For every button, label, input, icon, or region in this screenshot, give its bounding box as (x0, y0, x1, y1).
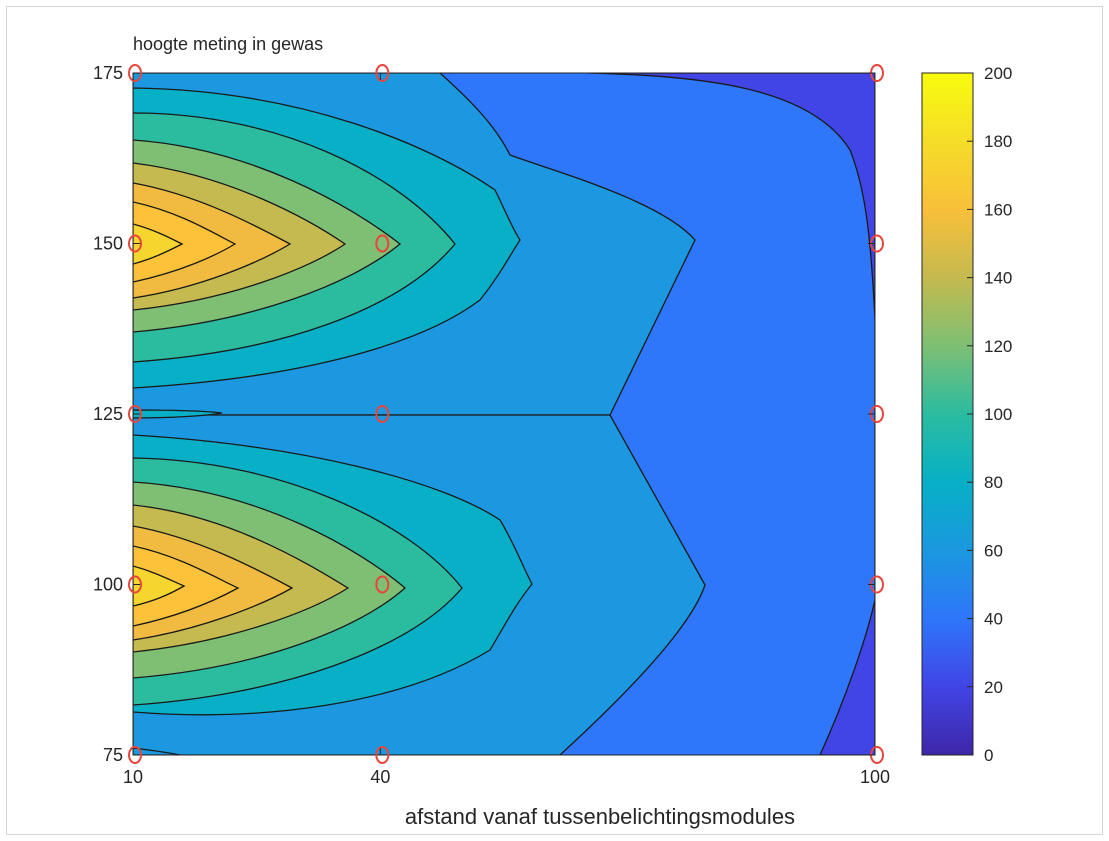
y-axis-ticks: 75 100 125 150 175 (93, 63, 875, 765)
x-tick-label: 10 (123, 767, 143, 787)
colorbar-ticks: 0 20 40 60 80 100 120 140 160 180 200 (967, 64, 1012, 765)
colorbar-tick-label: 140 (984, 269, 1012, 288)
contour-sliver-125 (133, 409, 223, 419)
colorbar-tick-label: 120 (984, 337, 1012, 356)
y-tick-label: 150 (93, 234, 123, 254)
colorbar-tick-label: 180 (984, 132, 1012, 151)
y-tick-label: 175 (93, 63, 123, 83)
measurement-point (128, 405, 142, 423)
colorbar-tick-label: 20 (984, 678, 1003, 697)
x-tick-label: 40 (370, 767, 390, 787)
contour-level-180-lower (133, 565, 186, 607)
lower-lobe (133, 434, 533, 716)
y-tick-label: 75 (103, 745, 123, 765)
figure-frame (6, 6, 1103, 835)
colorbar-tick-label: 0 (984, 746, 993, 765)
measurement-point (128, 746, 142, 764)
colorbar-tick-label: 100 (984, 405, 1012, 424)
measurement-point (375, 405, 390, 423)
contour-level-160-upper (133, 201, 237, 283)
colorbar-tick-label: 80 (984, 473, 1003, 492)
measurement-point (375, 575, 390, 594)
chart-title: hoogte meting in gewas (133, 34, 323, 54)
measurement-point (128, 234, 142, 253)
colorbar-tick-label: 200 (984, 64, 1012, 83)
contour-region-level-20 (587, 73, 875, 755)
contour-plot-area (133, 73, 875, 755)
colorbar-tick-label: 60 (984, 541, 1003, 560)
measurement-markers (128, 64, 884, 764)
measurement-point (375, 234, 390, 253)
contour-level-180-upper (133, 223, 184, 265)
measurement-point (375, 746, 390, 764)
x-axis-ticks: 10 40 100 (123, 73, 890, 787)
upper-lobe (133, 73, 696, 416)
colorbar-tick-label: 160 (984, 200, 1012, 219)
y-tick-label: 100 (93, 575, 123, 595)
colorbar-tick-label: 40 (984, 610, 1003, 629)
colorbar (921, 72, 974, 756)
measurement-point (128, 575, 142, 594)
x-axis-label: afstand vanaf tussenbelichtingsmodules (405, 804, 795, 829)
measurement-point (375, 64, 390, 82)
x-tick-label: 100 (860, 767, 890, 787)
contour-level-160-lower (133, 545, 240, 627)
y-tick-label: 125 (93, 404, 123, 424)
measurement-point (128, 64, 142, 82)
